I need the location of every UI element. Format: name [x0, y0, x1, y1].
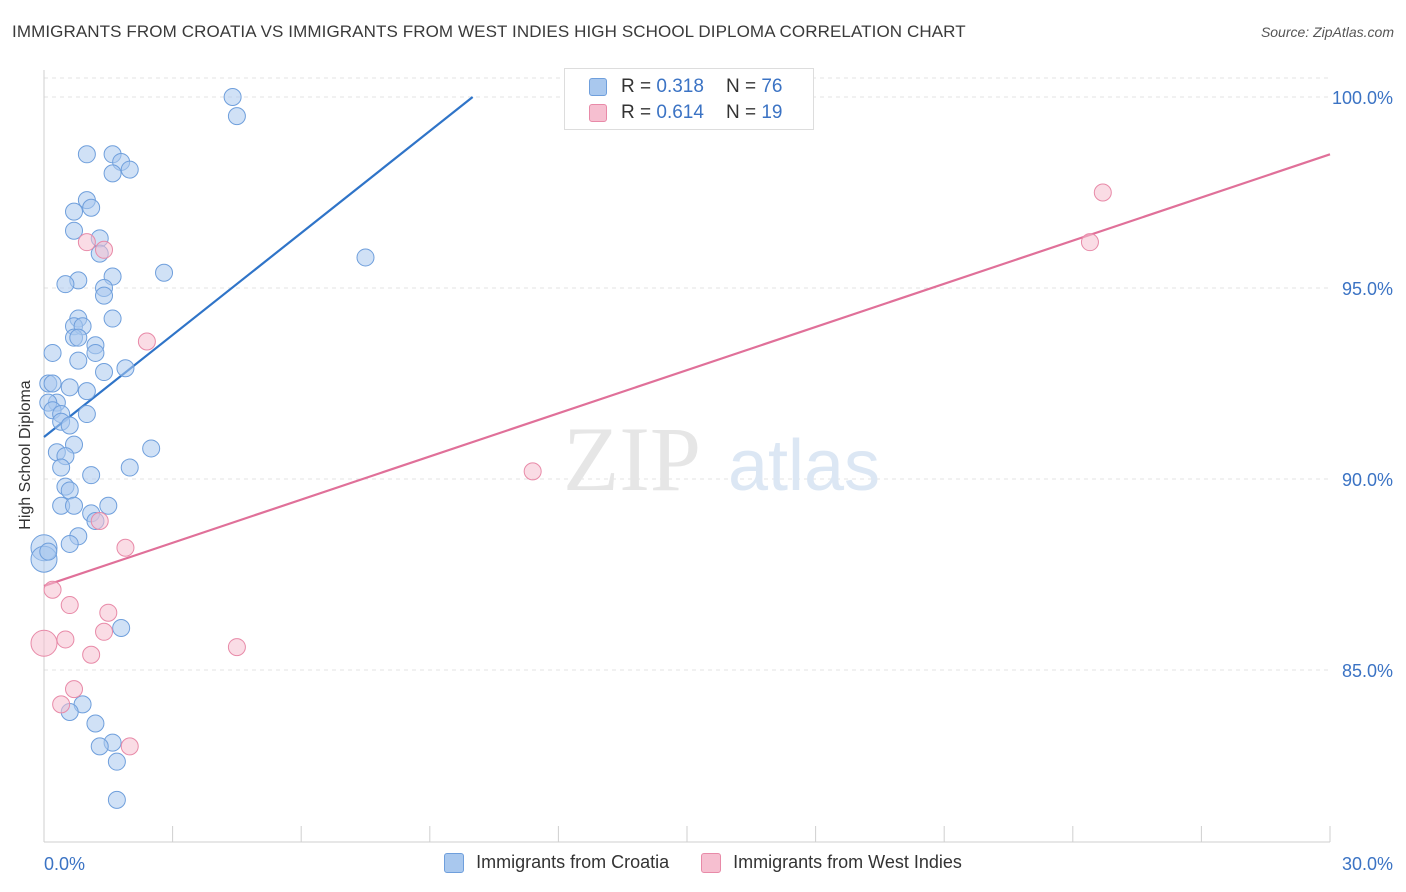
data-point[interactable] [155, 263, 174, 282]
data-point[interactable] [95, 286, 114, 305]
n-label: N = [725, 76, 757, 97]
data-point[interactable] [120, 160, 139, 179]
data-point[interactable] [86, 714, 105, 733]
watermark: ZIP atlas [563, 408, 880, 510]
trend-line-croatia [43, 96, 474, 438]
data-point[interactable] [69, 328, 88, 347]
data-point[interactable] [77, 405, 96, 424]
data-point[interactable] [39, 542, 58, 561]
data-point[interactable] [112, 618, 131, 637]
data-point[interactable] [65, 680, 84, 699]
data-point[interactable] [77, 145, 96, 164]
data-point[interactable] [99, 603, 118, 622]
series-legend: Immigrants from Croatia Immigrants from … [0, 852, 1406, 873]
series-croatia [30, 88, 375, 809]
data-point[interactable] [116, 538, 135, 557]
y-tick-label: 95.0% [1342, 279, 1393, 299]
legend-label-west-indies: Immigrants from West Indies [733, 852, 962, 872]
data-point[interactable] [120, 737, 139, 756]
data-point[interactable] [227, 638, 246, 657]
data-point[interactable] [56, 275, 75, 294]
y-tick-label: 85.0% [1342, 661, 1393, 681]
source-label: Source: ZipAtlas.com [1260, 24, 1394, 40]
data-point[interactable] [52, 458, 71, 477]
trend-lines [43, 96, 1331, 588]
data-point[interactable] [1093, 183, 1112, 202]
r-value: 0.614 [656, 102, 704, 123]
data-point[interactable] [60, 534, 79, 553]
data-point[interactable] [56, 630, 75, 649]
data-point[interactable] [69, 351, 88, 370]
data-point[interactable] [60, 416, 79, 435]
legend-row-croatia: R = 0.318 N = 76 [589, 75, 782, 99]
n-value: 76 [761, 76, 783, 97]
data-point[interactable] [107, 790, 126, 809]
data-point[interactable] [1080, 233, 1099, 252]
data-point[interactable] [90, 737, 109, 756]
r-label: R = [621, 102, 652, 123]
y-tick-label: 100.0% [1332, 88, 1393, 108]
data-point[interactable] [60, 378, 79, 397]
data-point[interactable] [43, 343, 62, 362]
data-point[interactable] [116, 359, 135, 378]
data-point[interactable] [137, 332, 156, 351]
trend-line-west-indies [43, 153, 1331, 588]
data-point[interactable] [65, 496, 84, 515]
axes [43, 70, 1331, 843]
data-point[interactable] [60, 596, 79, 615]
data-point[interactable] [86, 343, 105, 362]
y-tick-label: 90.0% [1342, 470, 1393, 490]
data-point[interactable] [523, 462, 542, 481]
x-tick-label: 30.0% [1342, 854, 1393, 874]
r-value: 0.318 [656, 76, 704, 97]
data-point[interactable] [77, 382, 96, 401]
watermark-atlas: atlas [728, 426, 880, 506]
legend-swatch-west-indies [589, 104, 607, 122]
r-label: R = [621, 76, 652, 97]
legend-label-croatia: Immigrants from Croatia [476, 852, 670, 872]
data-point[interactable] [95, 363, 114, 382]
data-point[interactable] [60, 481, 79, 500]
stats-legend: R = 0.318 N = 76 R = 0.614 N = 19 [564, 68, 814, 130]
x-tick-label: 0.0% [44, 854, 85, 874]
data-point[interactable] [77, 233, 96, 252]
data-point[interactable] [65, 221, 84, 240]
data-point[interactable] [65, 202, 84, 221]
data-point[interactable] [43, 374, 62, 393]
legend-swatch-croatia [444, 852, 465, 873]
data-point[interactable] [142, 439, 161, 458]
chart-title: IMMIGRANTS FROM CROATIA VS IMMIGRANTS FR… [12, 22, 966, 41]
data-point[interactable] [95, 622, 114, 641]
n-value: 19 [761, 102, 783, 123]
data-point[interactable] [107, 752, 126, 771]
data-point[interactable] [90, 512, 109, 531]
data-point[interactable] [356, 248, 375, 267]
legend-row-west-indies: R = 0.614 N = 19 [589, 101, 782, 125]
legend-swatch-west-indies [701, 852, 722, 873]
data-point[interactable] [43, 580, 62, 599]
data-point[interactable] [95, 240, 114, 259]
data-point[interactable] [103, 164, 122, 183]
data-point[interactable] [227, 107, 246, 126]
legend-item-croatia[interactable]: Immigrants from Croatia [444, 852, 669, 873]
data-point[interactable] [82, 645, 101, 664]
tick-labels: 85.0% 90.0% 95.0% 100.0% 0.0% 30.0% [44, 88, 1393, 874]
n-label: N = [725, 102, 757, 123]
legend-swatch-croatia [589, 78, 607, 96]
data-point[interactable] [120, 458, 139, 477]
data-point[interactable] [82, 198, 101, 217]
data-point[interactable] [52, 695, 71, 714]
watermark-zip: ZIP [563, 408, 701, 510]
grid-lines [44, 77, 1330, 671]
series-west-indies [30, 183, 1112, 756]
data-point[interactable] [103, 309, 122, 328]
legend-item-west-indies[interactable]: Immigrants from West Indies [701, 852, 962, 873]
data-point[interactable] [99, 496, 118, 515]
data-points [30, 88, 1112, 809]
data-point[interactable] [30, 629, 58, 657]
data-point[interactable] [223, 88, 242, 106]
data-point[interactable] [82, 466, 101, 485]
